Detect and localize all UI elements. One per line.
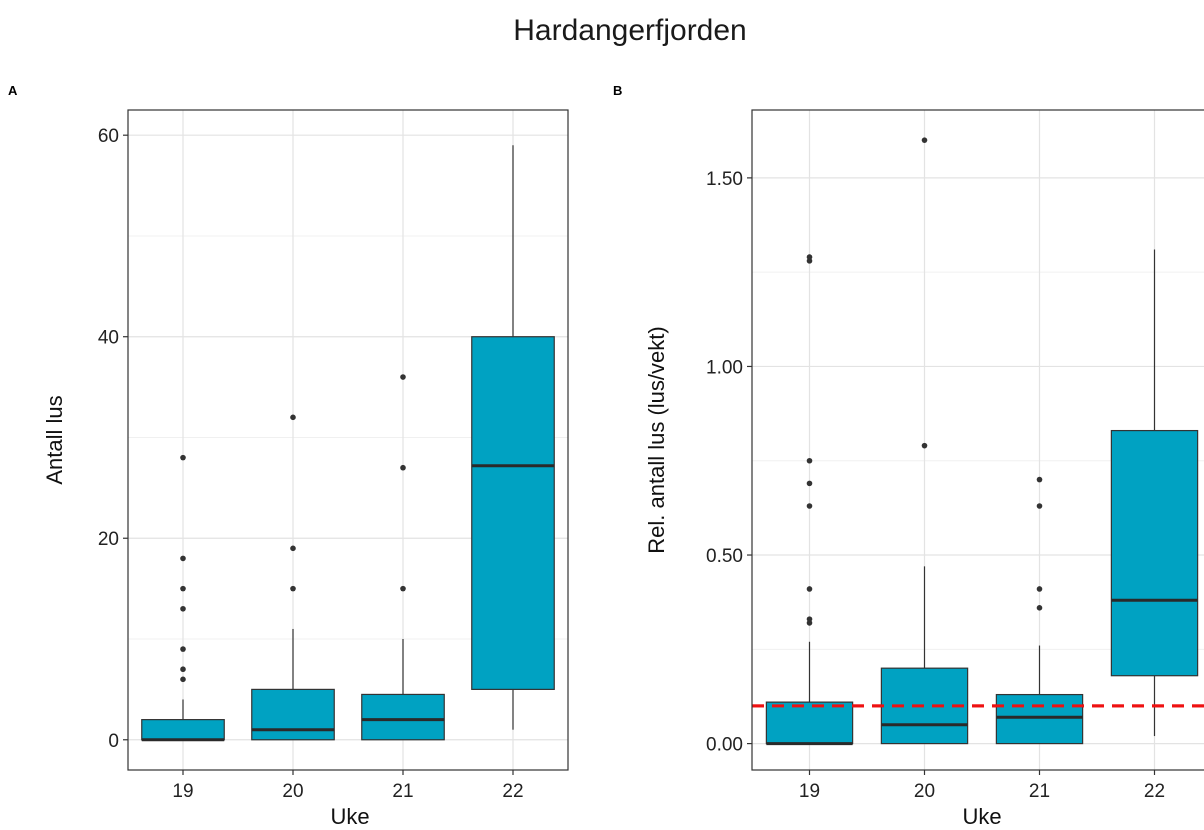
chart-title: Hardangerfjorden — [513, 14, 746, 47]
box-body — [361, 693, 445, 741]
x-tick-label: 22 — [502, 781, 523, 802]
outlier-point — [1036, 586, 1043, 592]
y-tick-label: 0.00 — [706, 735, 743, 756]
box-19 — [141, 454, 225, 742]
x-axis-label: Uke — [330, 804, 369, 829]
x-tick-label: 20 — [282, 781, 303, 802]
outlier-point — [806, 480, 813, 487]
y-tick-label: 0 — [108, 731, 119, 752]
box-22 — [471, 145, 555, 730]
outlier-point — [806, 616, 813, 622]
outlier-point — [921, 137, 928, 143]
outlier-point — [180, 666, 186, 673]
box-body — [251, 688, 335, 741]
panel-b-tag: B — [613, 83, 622, 98]
y-axis-label: Rel. antall lus (lus/vekt) — [644, 326, 669, 553]
box-21 — [995, 476, 1084, 745]
outlier-point — [1036, 605, 1043, 611]
box-21 — [361, 374, 445, 741]
y-tick-label: 40 — [98, 328, 119, 349]
outlier-point — [180, 585, 186, 592]
outlier-point — [806, 586, 813, 592]
outlier-point — [400, 585, 406, 592]
outlier-point — [180, 555, 186, 562]
outlier-point — [1036, 503, 1043, 509]
y-axis-label: Antall lus — [42, 395, 67, 484]
x-axis-label: Uke — [962, 804, 1001, 829]
panel-a-tag: A — [8, 83, 18, 98]
outlier-point — [290, 585, 296, 592]
box-body — [995, 693, 1084, 745]
outlier-point — [1036, 476, 1043, 483]
outlier-point — [400, 374, 406, 380]
box-20 — [251, 414, 335, 741]
outlier-point — [290, 414, 296, 421]
x-tick-label: 20 — [914, 781, 935, 802]
outlier-point — [290, 545, 296, 552]
panel-b-chart: 0.00 0.50 1.00 1.50 19 20 21 22 Uke Rel. antall l… — [644, 109, 1204, 829]
panel-border — [751, 109, 1204, 771]
x-tick-label: 19 — [172, 781, 193, 802]
box-body — [471, 336, 555, 690]
outlier-point — [806, 254, 813, 260]
outlier-point — [400, 464, 406, 471]
box-body — [141, 719, 225, 741]
box-19 — [765, 254, 854, 746]
y-tick-label: 0.50 — [706, 546, 743, 567]
y-tick-label: 1.00 — [706, 357, 743, 378]
outlier-point — [806, 457, 813, 464]
x-tick-label: 22 — [1144, 781, 1165, 802]
outlier-point — [180, 605, 186, 612]
y-tick-label: 1.50 — [706, 169, 743, 190]
outlier-point — [806, 503, 813, 509]
outlier-point — [180, 454, 186, 461]
outlier-point — [921, 442, 928, 449]
outlier-point — [180, 646, 186, 652]
x-tick-label: 21 — [1029, 781, 1050, 802]
outlier-point — [180, 676, 186, 683]
y-tick-label: 60 — [98, 126, 119, 147]
box-body — [765, 701, 854, 745]
x-tick-label: 21 — [392, 781, 413, 802]
box-22 — [1110, 249, 1199, 737]
y-tick-label: 20 — [98, 529, 119, 550]
panel-a-chart: 0 20 40 60 19 20 21 22 Uke Antall lus — [42, 109, 569, 829]
x-tick-label: 19 — [799, 781, 820, 802]
box-body — [1110, 429, 1199, 677]
panel-border — [127, 109, 569, 771]
